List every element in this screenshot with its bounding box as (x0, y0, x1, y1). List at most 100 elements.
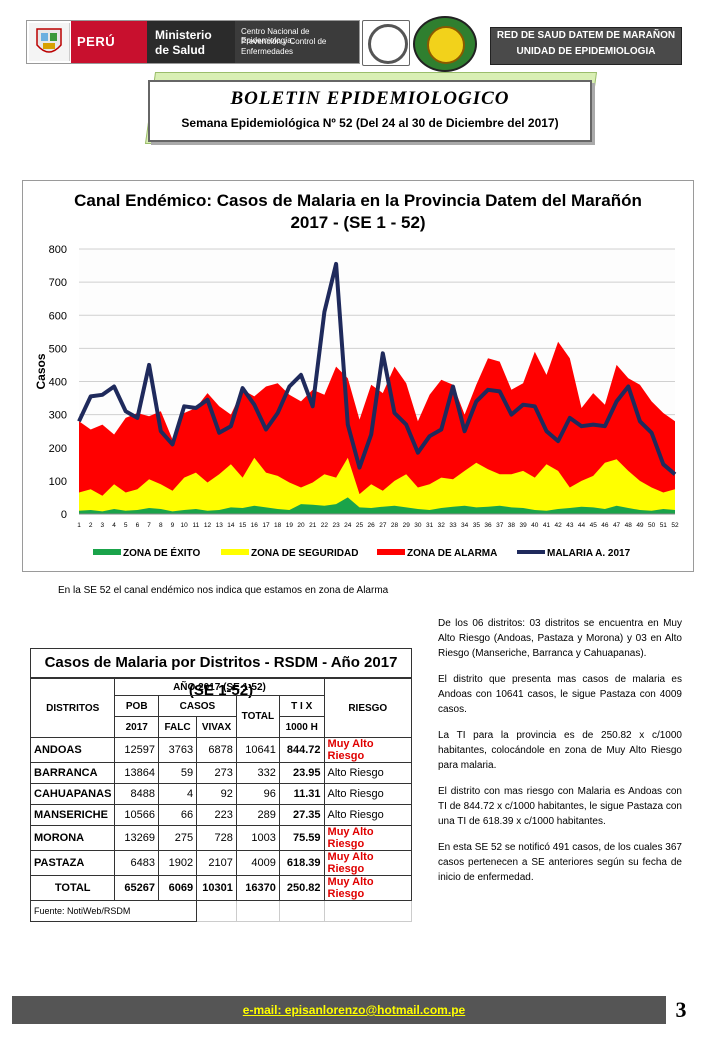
x-tick-label: 31 (426, 522, 434, 529)
bulletin-subtitle: Semana Epidemiológica Nº 52 (Del 24 al 3… (181, 116, 559, 130)
epidemiology-seal-icon (362, 20, 410, 66)
falc-value: 275 (157, 825, 198, 851)
falc-value: 3763 (157, 737, 198, 763)
risk-level: Muy Alto Riesgo (323, 825, 413, 851)
total-vivax: 10301 (196, 875, 237, 901)
legend-label: ZONA DE ÉXITO (123, 546, 200, 559)
x-tick-label: 50 (648, 522, 656, 529)
tix-value: 618.39 (278, 850, 325, 876)
x-tick-label: 17 (262, 522, 270, 529)
table-total-row: TOTAL 65267 6069 10301 16370 250.82 Muy … (29, 875, 413, 901)
footer-bar: e-mail: episanlorenzo@hotmail.com.pe 3 (12, 996, 696, 1024)
x-tick-label: 9 (171, 522, 175, 529)
paragraph: El distrito con mas riesgo con Malaria e… (438, 786, 682, 827)
table-row: CAHUAPANAS 8488 4 92 96 11.31 Alto Riesgo (29, 783, 413, 805)
area-zona-de-seguridad (79, 457, 675, 514)
header-falc: FALC (157, 716, 198, 738)
total-value: 96 (235, 783, 280, 805)
x-tick-label: 18 (274, 522, 282, 529)
y-tick-label: 0 (61, 509, 67, 521)
ministry-label: Ministerio de Salud (147, 21, 235, 63)
district-name: MANSERICHE (29, 804, 116, 826)
legend-label: ZONA DE SEGURIDAD (251, 548, 358, 559)
x-tick-label: 20 (297, 522, 305, 529)
bulletin-banner: BOLETIN EPIDEMIOLOGICO Semana Epidemioló… (148, 80, 592, 142)
total-total: 16370 (235, 875, 280, 901)
table-row: PASTAZA 6483 1902 2107 4009 618.39 Muy Alto Ri… (29, 850, 413, 876)
paragraph: La TI para la provincia es de 250.82 x c… (438, 730, 682, 771)
header-tix-unit: 1000 H (278, 716, 325, 738)
table-row: MORONA 13269 275 728 1003 75.59 Muy Alto Riesg… (29, 825, 413, 851)
y-tick-label: 800 (49, 244, 67, 256)
legend-swatch (377, 549, 405, 555)
x-tick-label: 14 (227, 522, 235, 529)
risk-level: Muy Alto Riesgo (323, 850, 413, 876)
x-tick-label: 27 (379, 522, 387, 529)
vivax-value: 2107 (196, 850, 237, 876)
paragraph: El distrito que presenta mas casos de ma… (438, 674, 682, 715)
x-tick-label: 24 (344, 522, 352, 529)
total-value: 10641 (235, 737, 280, 763)
contact-email-link[interactable]: e-mail: episanlorenzo@hotmail.com.pe (242, 1003, 466, 1017)
x-tick-label: 33 (449, 522, 457, 529)
y-tick-label: 200 (49, 443, 67, 455)
legend-swatch (93, 549, 121, 555)
x-tick-label: 22 (321, 522, 329, 529)
falc-value: 66 (157, 804, 198, 826)
x-tick-label: 43 (566, 522, 574, 529)
y-tick-label: 500 (49, 343, 67, 355)
district-name: PASTAZA (29, 850, 116, 876)
y-tick-label: 300 (49, 410, 67, 422)
paragraph: De los 06 distritos: 03 distritos se enc… (438, 618, 682, 659)
pob-value: 13864 (114, 762, 159, 784)
x-tick-label: 1 (77, 522, 81, 529)
x-tick-label: 42 (555, 522, 563, 529)
pob-value: 13269 (114, 825, 159, 851)
vivax-value: 273 (196, 762, 237, 784)
x-tick-label: 5 (124, 522, 128, 529)
x-tick-label: 34 (461, 522, 469, 529)
x-tick-label: 4 (112, 522, 116, 529)
legend-label: MALARIA A. 2017 (547, 548, 631, 559)
y-axis-label: Casos (34, 353, 48, 389)
x-tick-label: 46 (601, 522, 609, 529)
paragraph: En esta SE 52 se notificó 491 casos, de … (438, 842, 682, 883)
pob-value: 10566 (114, 804, 159, 826)
x-tick-label: 37 (496, 522, 504, 529)
vivax-value: 728 (196, 825, 237, 851)
x-tick-label: 40 (531, 522, 539, 529)
header-casos: CASOS (158, 695, 237, 717)
x-tick-label: 39 (519, 522, 527, 529)
header-distritos: DISTRITOS (29, 678, 116, 738)
peru-label: PERÚ (71, 21, 147, 63)
risk-level: Muy Alto Riesgo (323, 737, 413, 763)
x-tick-label: 21 (309, 522, 317, 529)
total-value: 4009 (235, 850, 280, 876)
x-tick-label: 10 (181, 522, 189, 529)
x-tick-label: 41 (543, 522, 551, 529)
x-tick-label: 7 (147, 522, 151, 529)
total-tix: 250.82 (278, 875, 325, 901)
bulletin-title: BOLETIN EPIDEMIOLOGICO (230, 88, 510, 109)
total-value: 1003 (235, 825, 280, 851)
network-unit-box: RED DE SAUD DATEM DE MARAÑON UNIDAD DE E… (490, 27, 682, 65)
district-name: CAHUAPANAS (29, 783, 116, 805)
chart-subtitle: 2017 - (SE 1 - 52) (290, 213, 426, 232)
pob-value: 12597 (114, 737, 159, 763)
y-tick-label: 100 (49, 476, 67, 488)
falc-value: 59 (157, 762, 198, 784)
pob-value: 6483 (114, 850, 159, 876)
x-tick-label: 2 (89, 522, 93, 529)
x-tick-label: 47 (613, 522, 621, 529)
x-tick-label: 45 (590, 522, 598, 529)
district-table: DISTRITOS AÑO 2017 (SE 1-52) RIESGO POB … (29, 678, 413, 922)
header-logos: PERÚ Ministerio de Salud Centro Nacional… (26, 20, 360, 64)
x-tick-label: 16 (251, 522, 259, 529)
vivax-value: 92 (196, 783, 237, 805)
legend-label: ZONA DE ALARMA (407, 548, 497, 559)
x-tick-label: 49 (636, 522, 644, 529)
x-tick-label: 30 (414, 522, 422, 529)
table-row: ANDOAS 12597 3763 6878 10641 844.72 Muy Alto R… (29, 737, 413, 763)
table-body: ANDOAS 12597 3763 6878 10641 844.72 Muy Alto R… (29, 737, 413, 876)
